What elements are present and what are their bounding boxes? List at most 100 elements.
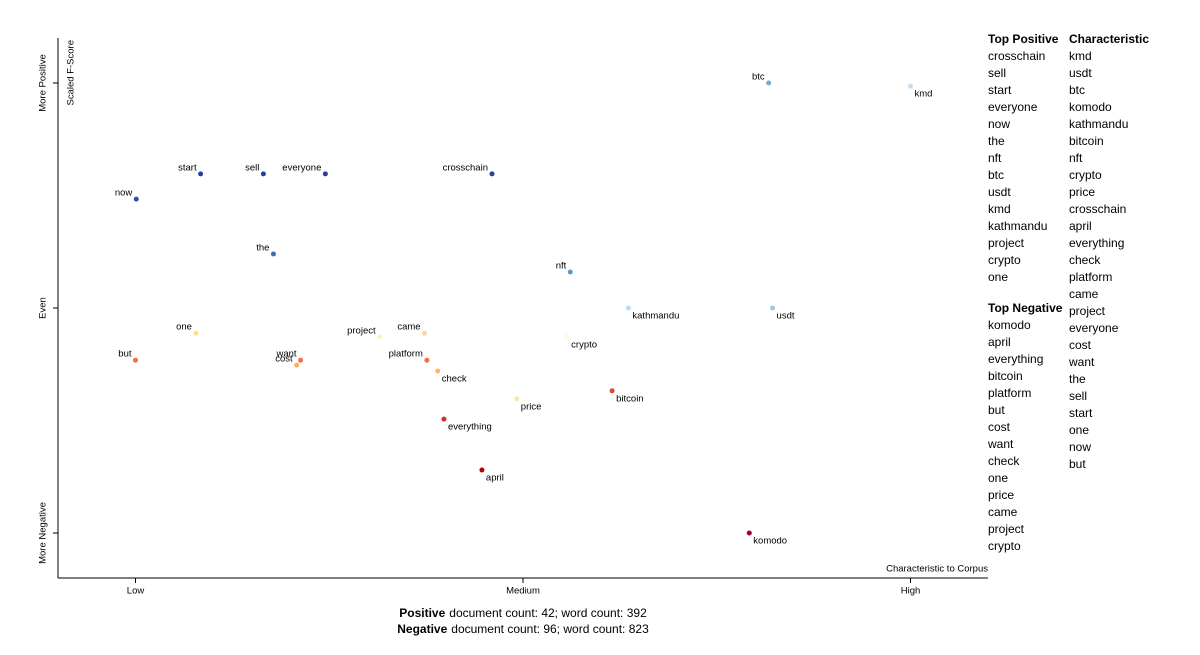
- list-term: want: [1068, 355, 1095, 369]
- list-term: sell: [1069, 389, 1087, 403]
- list-term: nft: [1069, 151, 1083, 165]
- point-label: kmd: [915, 89, 933, 100]
- point: [133, 196, 139, 202]
- list-term: project: [988, 522, 1025, 536]
- list-term: project: [1069, 304, 1106, 318]
- point-label: sell: [245, 162, 259, 173]
- point-label: start: [178, 162, 197, 173]
- point-label: april: [486, 473, 504, 484]
- point-label: now: [115, 188, 133, 199]
- point: [479, 467, 485, 473]
- list-term: everyone: [1069, 321, 1119, 335]
- list-term: the: [988, 134, 1005, 148]
- point: [424, 357, 430, 363]
- point: [625, 305, 631, 311]
- list-term: cost: [1069, 338, 1092, 352]
- footer-line: Positive document count: 42; word count: …: [399, 606, 647, 620]
- list-term: nft: [988, 151, 1002, 165]
- list-term: april: [988, 335, 1011, 349]
- list-term: komodo: [988, 318, 1031, 332]
- list-term: now: [1069, 440, 1091, 454]
- point: [270, 251, 276, 257]
- point-label: crypto: [571, 339, 597, 350]
- point-label: cost: [275, 354, 293, 365]
- point-label: the: [256, 243, 269, 254]
- point-label: btc: [752, 72, 765, 83]
- point-label: crosschain: [443, 162, 488, 173]
- x-axis-label: Characteristic to Corpus: [886, 564, 988, 575]
- list-term: sell: [988, 66, 1006, 80]
- list-term: platform: [1069, 270, 1112, 284]
- point: [377, 334, 383, 340]
- list-term: usdt: [988, 185, 1011, 199]
- point-label: komodo: [753, 536, 787, 547]
- point-label: usdt: [777, 311, 795, 322]
- point: [567, 269, 573, 275]
- list-term: kathmandu: [988, 219, 1047, 233]
- list-term: price: [988, 488, 1014, 502]
- point-label: everyone: [282, 162, 321, 173]
- list-term: one: [988, 471, 1008, 485]
- point: [435, 368, 441, 374]
- list-term: came: [1069, 287, 1099, 301]
- point: [514, 396, 520, 402]
- list-term: now: [988, 117, 1010, 131]
- point: [133, 357, 138, 363]
- list-term: usdt: [1069, 66, 1092, 80]
- x-tick-label: Low: [127, 586, 145, 597]
- point: [193, 330, 199, 336]
- x-tick-label: Medium: [506, 586, 540, 597]
- point-label: platform: [389, 349, 423, 360]
- point-label: but: [118, 349, 132, 360]
- list-term: but: [988, 403, 1005, 417]
- list-term: came: [988, 505, 1018, 519]
- list-title: Top Positive: [988, 32, 1059, 46]
- list-term: bitcoin: [1069, 134, 1104, 148]
- point: [564, 334, 570, 340]
- point-label: nft: [556, 261, 567, 272]
- footer-label: Positive: [399, 606, 445, 620]
- point: [766, 80, 772, 86]
- point: [908, 83, 913, 89]
- list-term: bitcoin: [988, 369, 1023, 383]
- list-term: everyone: [988, 100, 1038, 114]
- list-term: crypto: [988, 539, 1021, 553]
- list-term: start: [1069, 406, 1093, 420]
- y-tick-label: More Positive: [38, 54, 49, 112]
- list-term: cost: [988, 420, 1011, 434]
- point-label: everything: [448, 422, 492, 433]
- list-term: btc: [988, 168, 1004, 182]
- point-label: kathmandu: [632, 311, 679, 322]
- point-label: price: [521, 401, 542, 412]
- point: [294, 362, 300, 368]
- list-term: platform: [988, 386, 1031, 400]
- footer-line: Negative document count: 96; word count: …: [397, 622, 649, 636]
- list-term: project: [988, 236, 1025, 250]
- list-title: Characteristic: [1069, 32, 1149, 46]
- list-term: one: [988, 270, 1008, 284]
- list-term: price: [1069, 185, 1095, 199]
- point-label: check: [442, 374, 467, 385]
- list-term: check: [988, 454, 1020, 468]
- list-term: everything: [988, 352, 1043, 366]
- y-axis-label: Scaled F-Score: [66, 40, 77, 105]
- list-term: crosschain: [1069, 202, 1126, 216]
- point: [746, 530, 752, 536]
- list-term: komodo: [1069, 100, 1112, 114]
- list-term: kathmandu: [1069, 117, 1128, 131]
- footer-text: document count: 96; word count: 823: [451, 622, 649, 636]
- list-term: one: [1069, 423, 1089, 437]
- list-term: everything: [1069, 236, 1124, 250]
- list-term: check: [1069, 253, 1101, 267]
- list-term: kmd: [988, 202, 1011, 216]
- list-term: want: [987, 437, 1014, 451]
- list-term: crosschain: [988, 49, 1045, 63]
- list-term: start: [988, 83, 1012, 97]
- y-tick-label: More Negative: [38, 502, 49, 564]
- point: [770, 305, 776, 311]
- point-label: one: [176, 322, 192, 333]
- list-term: crypto: [1069, 168, 1102, 182]
- point-label: bitcoin: [616, 393, 643, 404]
